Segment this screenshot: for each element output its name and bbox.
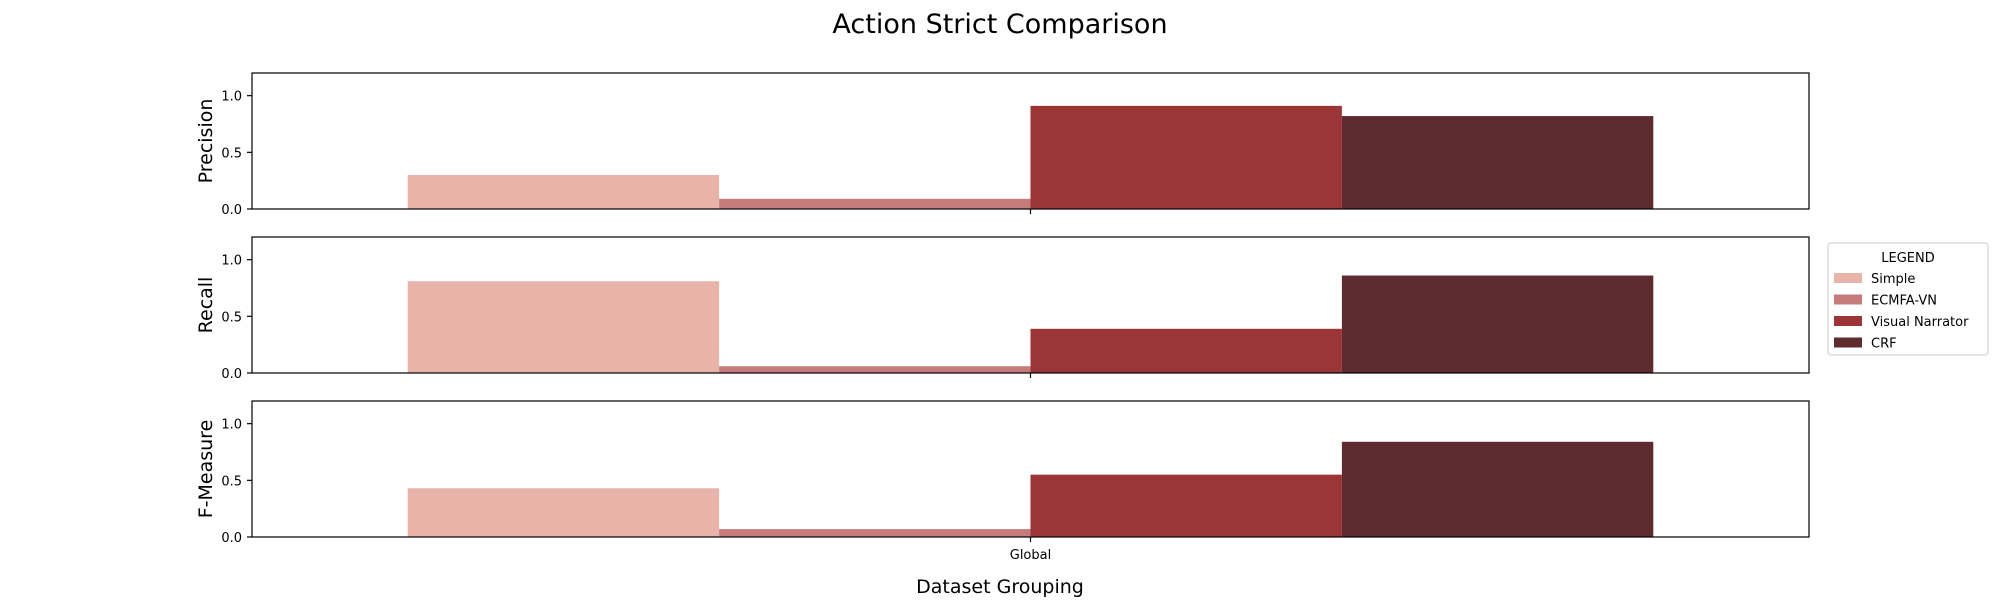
legend-swatch-visual-narrator [1834,316,1862,326]
precision-bar-simple [407,175,720,209]
recall-y-axis-label: Recall [195,277,217,334]
recall-bar-simple [407,281,720,373]
legend-label-crf: CRF [1871,337,1897,352]
legend-title: LEGEND [1881,251,1934,266]
f-measure-bar-visual-narrator [1030,474,1342,537]
chart-legend: LEGEND Simple ECMFA-VN Visual Narrator CRF [1827,242,1989,356]
f-measure-y-tick-label: 0.0 [221,531,242,546]
recall-panel: 0.0 0.5 1.0 Recall [195,236,1810,382]
legend-label-visual-narrator: Visual Narrator [1871,315,1969,330]
legend-box [1827,242,1989,356]
f-measure-y-tick-label: 0.5 [221,474,242,489]
f-measure-panel: Global 0.0 0.5 1.0 F-Measure [195,400,1810,563]
f-measure-bar-simple [407,488,720,537]
precision-y-tick-label: 0.5 [221,146,242,161]
f-measure-bar-ecmfa-vn [719,529,1031,537]
legend-swatch-simple [1834,273,1862,283]
precision-y-tick-label: 1.0 [221,90,242,105]
recall-bar-crf [1341,275,1654,373]
recall-y-tick-label: 0.5 [221,310,242,325]
precision-panel: 0.0 0.5 1.0 Precision [195,72,1810,218]
recall-bar-visual-narrator [1030,328,1342,373]
f-measure-axes-frame [251,400,1810,538]
legend-label-ecmfa-vn: ECMFA-VN [1871,294,1937,309]
f-measure-y-tick-label: 1.0 [221,418,242,433]
f-measure-y-axis-label: F-Measure [195,420,217,519]
legend-swatch-crf [1834,337,1862,348]
legend-label-simple: Simple [1871,272,1915,287]
precision-y-tick-label: 0.0 [221,203,242,218]
chart-panels: 0.0 0.5 1.0 Precision 0.0 0.5 1.0 Recall Global 0… [195,72,1810,563]
x-tick-label: Global [1010,548,1051,563]
recall-axes-frame [251,236,1810,374]
precision-y-axis-label: Precision [195,99,217,184]
precision-bar-ecmfa-vn [719,198,1031,209]
f-measure-bar-crf [1341,441,1654,537]
precision-bar-crf [1341,116,1654,209]
precision-axes-frame [251,72,1810,210]
recall-y-tick-label: 1.0 [221,254,242,269]
legend-swatch-ecmfa-vn [1834,294,1862,305]
x-axis-label: Dataset Grouping [916,576,1084,598]
recall-bar-ecmfa-vn [719,366,1031,373]
recall-y-tick-label: 0.0 [221,367,242,382]
chart-title: Action Strict Comparison [832,9,1167,40]
precision-bar-visual-narrator [1030,105,1342,209]
